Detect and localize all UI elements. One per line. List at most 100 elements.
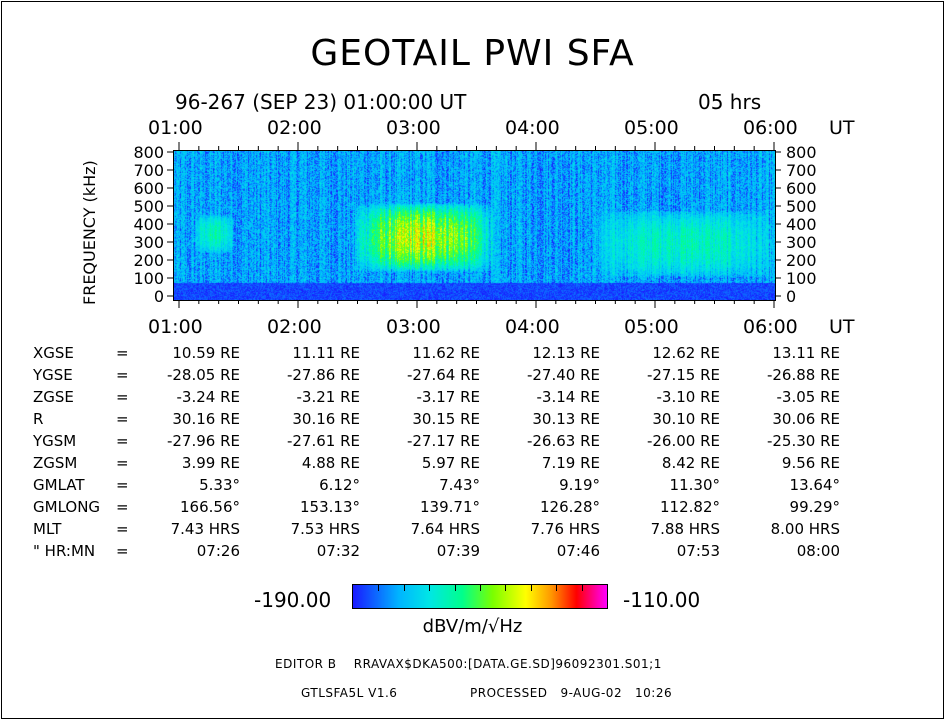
top-time-unit: UT [829, 117, 855, 139]
orbit-cell: 7.19 RE [541, 454, 600, 472]
orbit-cell: 30.10 RE [652, 410, 720, 428]
colorbar-tick [505, 585, 507, 591]
orbit-cell: 126.28° [540, 498, 600, 516]
version-info: GTLSFA5L V1.6 [301, 686, 398, 700]
top-time-label: 01:00 [148, 117, 203, 139]
orbit-cell: 11.62 RE [412, 344, 480, 362]
orbit-cell: -27.15 RE [646, 366, 720, 384]
orbit-cell: 6.12° [319, 476, 360, 494]
orbit-cell: 8.00 HRS [770, 520, 840, 538]
orbit-cell: -3.14 RE [536, 388, 600, 406]
orbit-cell: 112.82° [660, 498, 720, 516]
bottom-time-label: 06:00 [743, 316, 798, 338]
orbit-cell: -3.05 RE [776, 388, 840, 406]
colorbar-tick [429, 585, 431, 591]
colorbar-tick [480, 585, 481, 591]
orbit-cell: -27.61 RE [286, 432, 360, 450]
orbit-cell: 07:53 [676, 542, 720, 560]
bottom-time-label: 05:00 [624, 316, 679, 338]
orbit-cell: -26.88 RE [766, 366, 840, 384]
orbit-cell: 166.56° [180, 498, 240, 516]
top-time-label: 05:00 [624, 117, 679, 139]
orbit-cell: -25.30 RE [766, 432, 840, 450]
orbit-cell: -27.40 RE [526, 366, 600, 384]
orbit-cell: 153.13° [300, 498, 360, 516]
orbit-cell: 139.71° [420, 498, 480, 516]
colorbar-tick [454, 585, 456, 591]
orbit-row-equals: = [116, 476, 129, 494]
orbit-row-equals: = [116, 542, 129, 560]
orbit-cell: 7.43° [439, 476, 480, 494]
colorbar-max-label: -110.00 [623, 588, 701, 612]
orbit-cell: 07:26 [196, 542, 240, 560]
orbit-cell: 9.19° [559, 476, 600, 494]
bottom-time-label: 03:00 [386, 316, 441, 338]
orbit-row-label: " HR:MN [33, 542, 96, 560]
duration-label: 05 hrs [698, 90, 762, 114]
orbit-cell: -28.05 RE [166, 366, 240, 384]
orbit-row-label: XGSE [33, 344, 74, 362]
orbit-cell: 30.06 RE [772, 410, 840, 428]
orbit-row-label: YGSE [33, 366, 73, 384]
colorbar-tick [403, 585, 405, 591]
bottom-time-label: 01:00 [148, 316, 203, 338]
chart-subtitle: 96-267 (SEP 23) 01:00:00 UT [175, 90, 467, 114]
chart-title: GEOTAIL PWI SFA [310, 33, 635, 74]
orbit-cell: -3.10 RE [656, 388, 720, 406]
colorbar [352, 584, 608, 609]
processed-info: PROCESSED 9-AUG-02 10:26 [470, 686, 673, 700]
orbit-cell: 7.76 HRS [530, 520, 600, 538]
orbit-row-equals: = [116, 344, 129, 362]
colorbar-unit-label: dBV/m/√Hz [422, 616, 523, 637]
orbit-row-label: GMLONG [33, 498, 101, 516]
orbit-cell: 07:32 [316, 542, 360, 560]
colorbar-tick [378, 585, 380, 591]
orbit-cell: 5.97 RE [421, 454, 480, 472]
top-time-label: 06:00 [743, 117, 798, 139]
orbit-cell: 8.42 RE [661, 454, 720, 472]
y-axis-title: FREQUENCY (kHz) [80, 160, 99, 305]
orbit-row-equals: = [116, 366, 129, 384]
bottom-time-label: 02:00 [267, 316, 322, 338]
spectrogram-canvas [174, 151, 775, 300]
orbit-cell: 08:00 [796, 542, 840, 560]
orbit-row-label: ZGSM [33, 454, 78, 472]
orbit-cell: -3.21 RE [296, 388, 360, 406]
editor-info: EDITOR B RRAVAX$DKA500:[DATA.GE.SD]96092… [275, 657, 662, 671]
orbit-cell: 13.11 RE [772, 344, 840, 362]
orbit-cell: 7.53 HRS [290, 520, 360, 538]
orbit-cell: 7.64 HRS [410, 520, 480, 538]
orbit-cell: 30.16 RE [292, 410, 360, 428]
orbit-cell: -27.86 RE [286, 366, 360, 384]
orbit-row-equals: = [116, 410, 129, 428]
orbit-cell: 12.62 RE [652, 344, 720, 362]
orbit-cell: 07:39 [436, 542, 480, 560]
orbit-cell: -3.24 RE [176, 388, 240, 406]
orbit-row-label: ZGSE [33, 388, 74, 406]
orbit-cell: 07:46 [556, 542, 600, 560]
orbit-row-equals: = [116, 454, 129, 472]
orbit-cell: 30.15 RE [412, 410, 480, 428]
orbit-cell: 5.33° [199, 476, 240, 494]
colorbar-tick [556, 585, 558, 591]
bottom-time-label: 04:00 [505, 316, 560, 338]
orbit-cell: 99.29° [789, 498, 840, 516]
top-time-label: 04:00 [505, 117, 560, 139]
spectrogram [173, 150, 776, 301]
orbit-row-equals: = [116, 498, 129, 516]
orbit-row-equals: = [116, 388, 129, 406]
orbit-cell: 30.16 RE [172, 410, 240, 428]
orbit-cell: 30.13 RE [532, 410, 600, 428]
colorbar-tick [581, 585, 583, 591]
orbit-cell: 11.11 RE [292, 344, 360, 362]
bottom-time-unit: UT [829, 316, 855, 338]
orbit-cell: 7.88 HRS [650, 520, 720, 538]
orbit-cell: -26.63 RE [526, 432, 600, 450]
orbit-cell: 9.56 RE [781, 454, 840, 472]
orbit-cell: -26.00 RE [646, 432, 720, 450]
orbit-row-label: GMLAT [33, 476, 85, 494]
colorbar-tick [530, 585, 532, 591]
orbit-row-label: R [33, 410, 44, 428]
